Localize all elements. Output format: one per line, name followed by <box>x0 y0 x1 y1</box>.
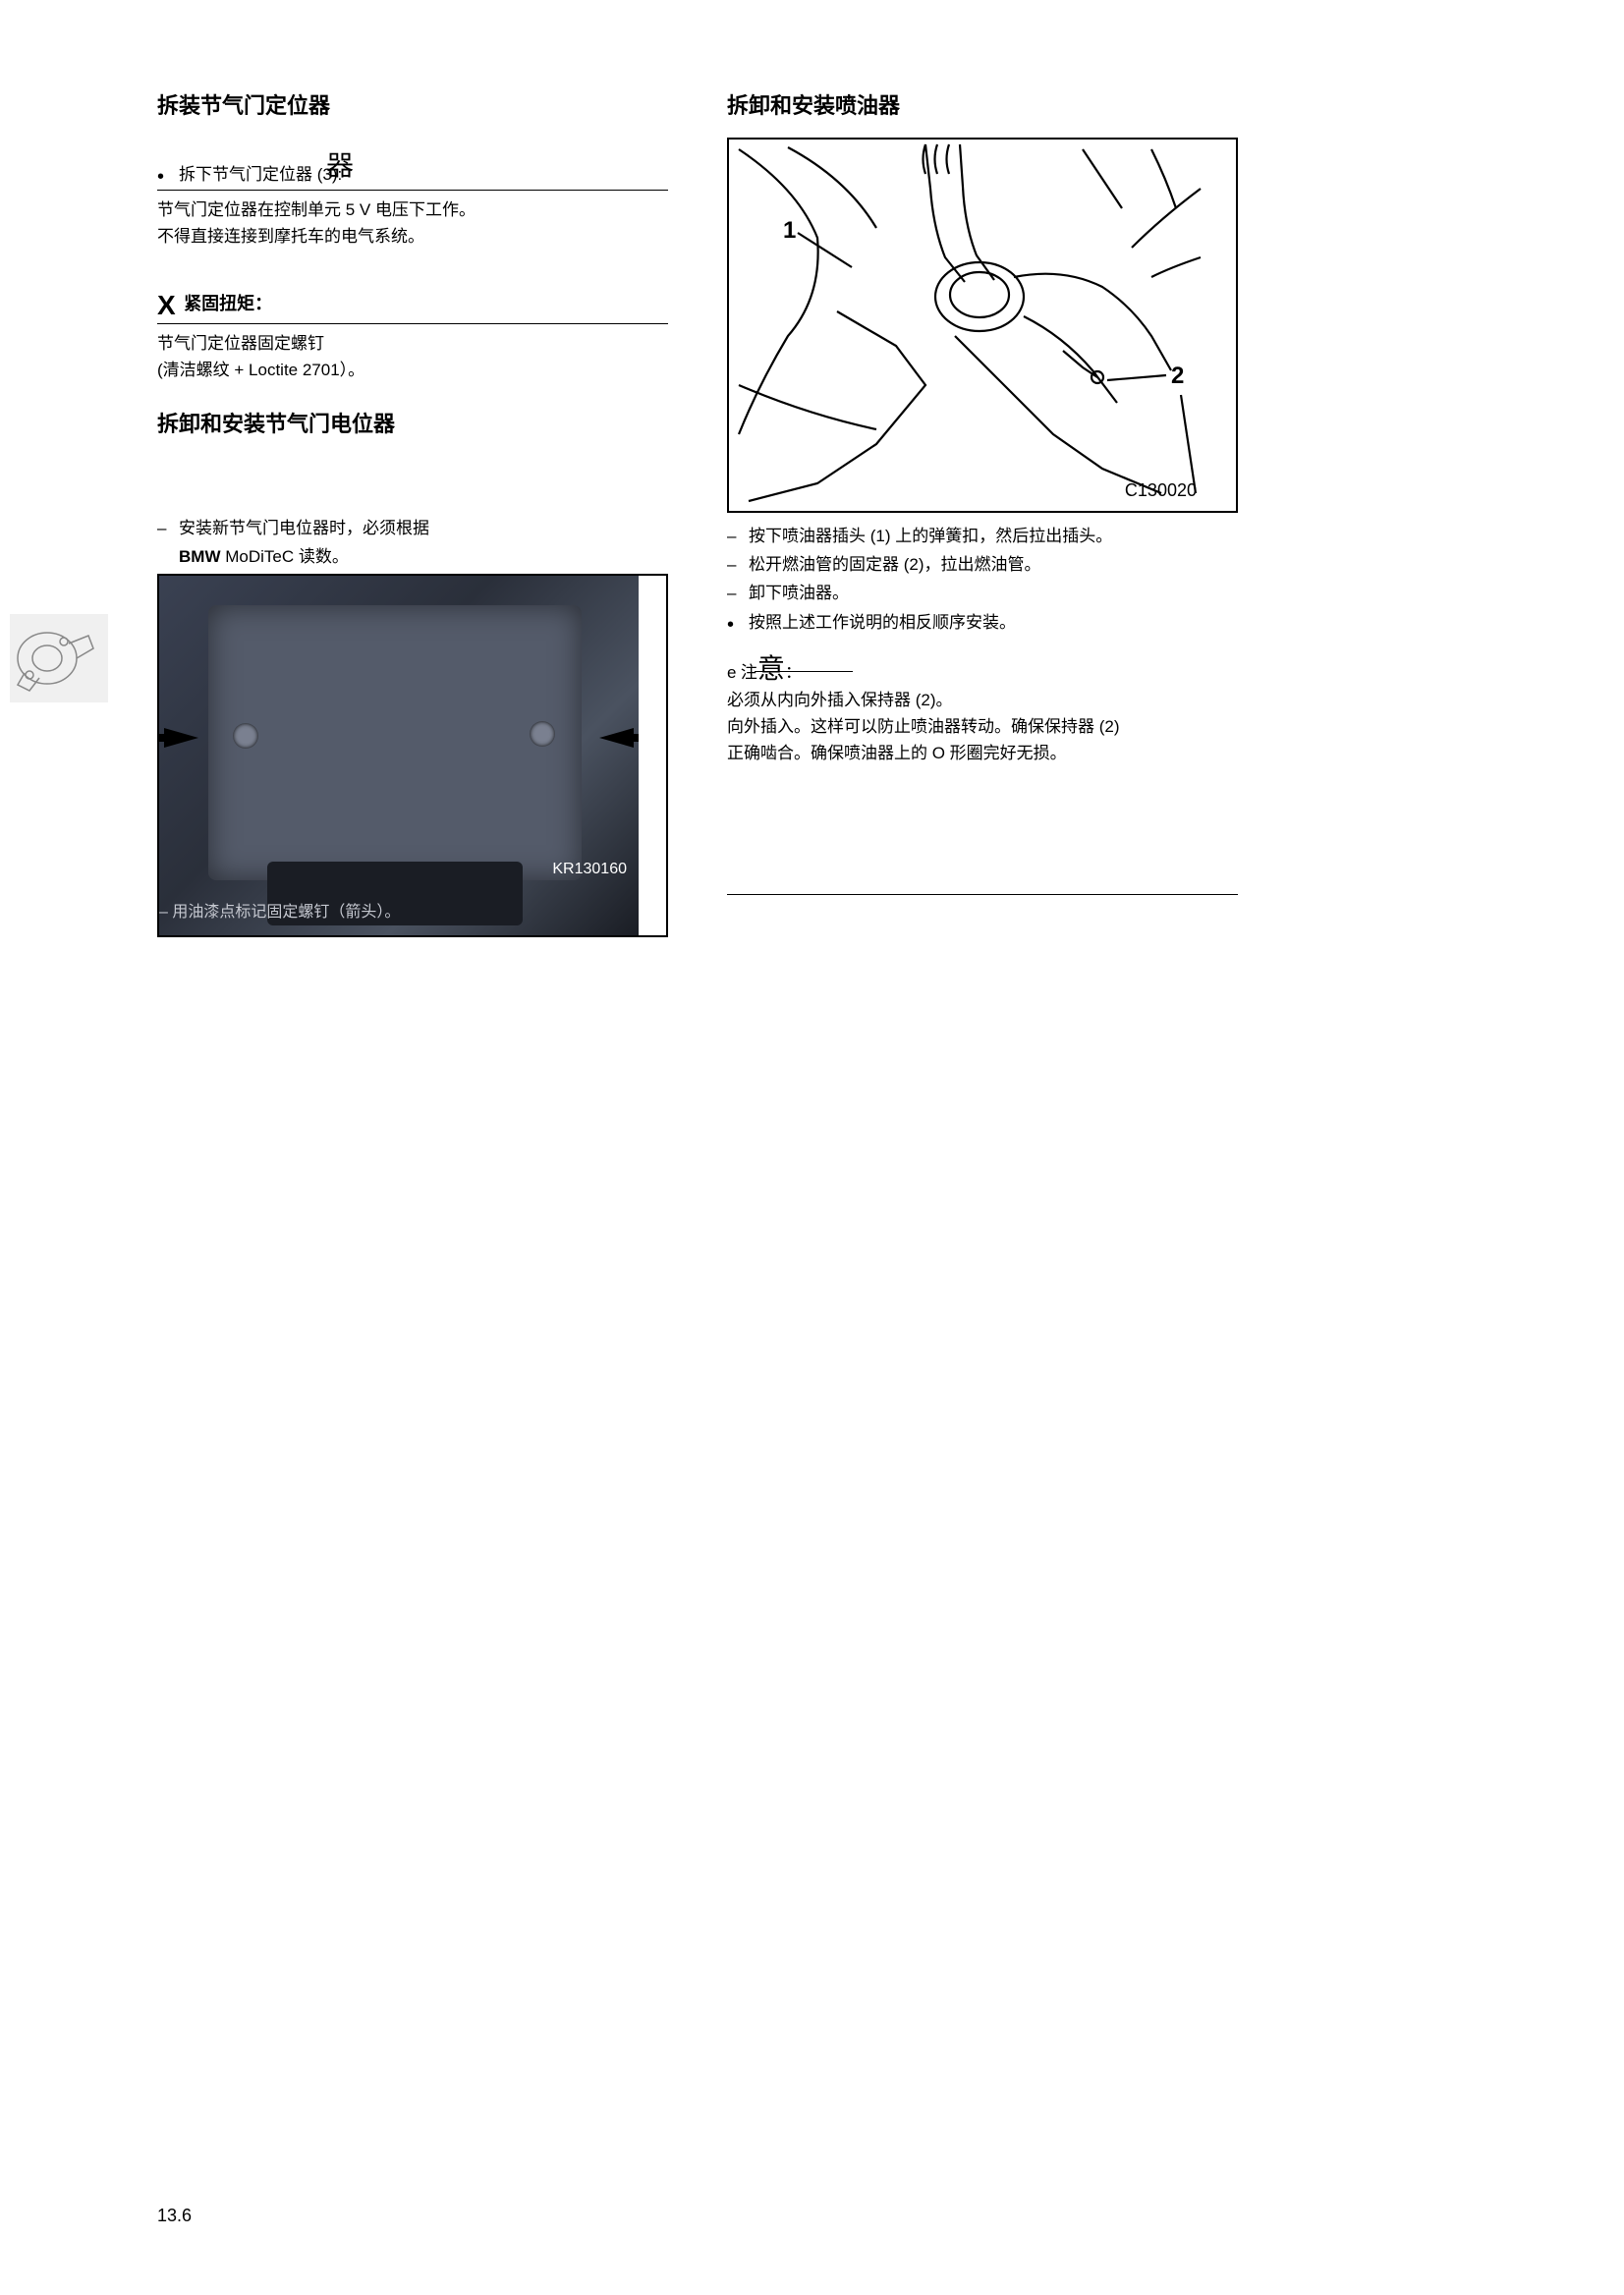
install-instruction-1: 安装新节气门电位器时，必须根据 <box>157 515 668 541</box>
section-title-potentiometer: 拆卸和安装节气门电位器 <box>157 407 668 438</box>
component-body <box>208 605 582 880</box>
attention-underline <box>755 671 853 672</box>
right-column: 拆卸和安装喷油器 <box>727 88 1238 937</box>
torque-text-1: 节气门定位器固定螺钉 <box>157 330 668 357</box>
torque-text-2: (清洁螺纹 + Loctite 2701）。 <box>157 357 668 383</box>
voltage-note-2: 不得直接连接到摩托车的电气系统。 <box>157 223 668 250</box>
figure-code-c: C130020 <box>1125 480 1197 501</box>
figure-photo-bg: KR130160 – 用油漆点标记固定螺钉（箭头）。 <box>159 576 639 935</box>
attention-e: e <box>727 663 736 682</box>
note-line-3: 正确啮合。确保喷油器上的 O 形圈完好无损。 <box>727 740 1238 766</box>
attention-callout: e 注意： <box>727 647 1238 687</box>
figure-caption: – 用油漆点标记固定螺钉（箭头）。 <box>171 898 400 922</box>
figure-injector: 1 2 C130020 <box>727 138 1238 513</box>
callout-1: 1 <box>783 217 796 244</box>
bullet-remove-positioner: 器 拆下节气门定位器 (3): <box>157 161 668 188</box>
note-line-2: 向外插入。这样可以防止喷油器转动。确保保持器 (2) <box>727 713 1238 740</box>
injector-install-reverse: 按照上述工作说明的相反顺序安装。 <box>727 609 1238 636</box>
torque-label: 紧固扭矩： <box>184 290 272 315</box>
remove-positioner-text: 拆下节气门定位器 (3): <box>179 165 342 184</box>
section-title-injector: 拆卸和安装喷油器 <box>727 88 1238 120</box>
injector-step-2: 松开燃油管的固定器 (2)，拉出燃油管。 <box>727 551 1238 578</box>
left-column: 拆装节气门定位器 器 拆下节气门定位器 (3): 节气门定位器在控制单元 5 V… <box>157 88 668 937</box>
attention-large: 意 <box>757 653 785 684</box>
note-line-1: 必须从内向外插入保持器 (2)。 <box>727 687 1238 713</box>
injector-step-3: 卸下喷油器。 <box>727 580 1238 606</box>
voltage-note-1: 节气门定位器在控制单元 5 V 电压下工作。 <box>157 196 668 223</box>
margin-component-icon <box>10 614 108 702</box>
attention-colon: ： <box>785 663 802 682</box>
bmw-bold: BMW <box>179 547 220 566</box>
arrow-left-icon <box>164 728 198 748</box>
page-content: 拆装节气门定位器 器 拆下节气门定位器 (3): 节气门定位器在控制单元 5 V… <box>157 88 1555 937</box>
injector-step-1: 按下喷油器插头 (1) 上的弹簧扣，然后拉出插头。 <box>727 523 1238 549</box>
x-symbol: X <box>157 290 176 321</box>
attention-word: 注 <box>741 663 757 682</box>
torque-heading-row: X 紧固扭矩： <box>157 290 668 321</box>
moditec-text: MoDiTeC 读数。 <box>220 547 348 566</box>
divider-2 <box>157 323 668 324</box>
figure-potentiometer: KR130160 – 用油漆点标记固定螺钉（箭头）。 <box>157 574 668 937</box>
injector-diagram-svg: 1 2 <box>729 140 1208 511</box>
overlap-char: 器 <box>326 144 354 189</box>
divider-1 <box>157 190 668 191</box>
figure-code-kr: KR130160 <box>552 861 627 878</box>
end-divider <box>727 894 1238 895</box>
arrow-right-icon <box>599 728 634 748</box>
install-instruction-1b: BMW MoDiTeC 读数。 <box>157 543 668 570</box>
section-title-positioner: 拆装节气门定位器 <box>157 88 668 120</box>
callout-2: 2 <box>1171 363 1184 389</box>
page-number: 13.6 <box>157 2206 192 2226</box>
